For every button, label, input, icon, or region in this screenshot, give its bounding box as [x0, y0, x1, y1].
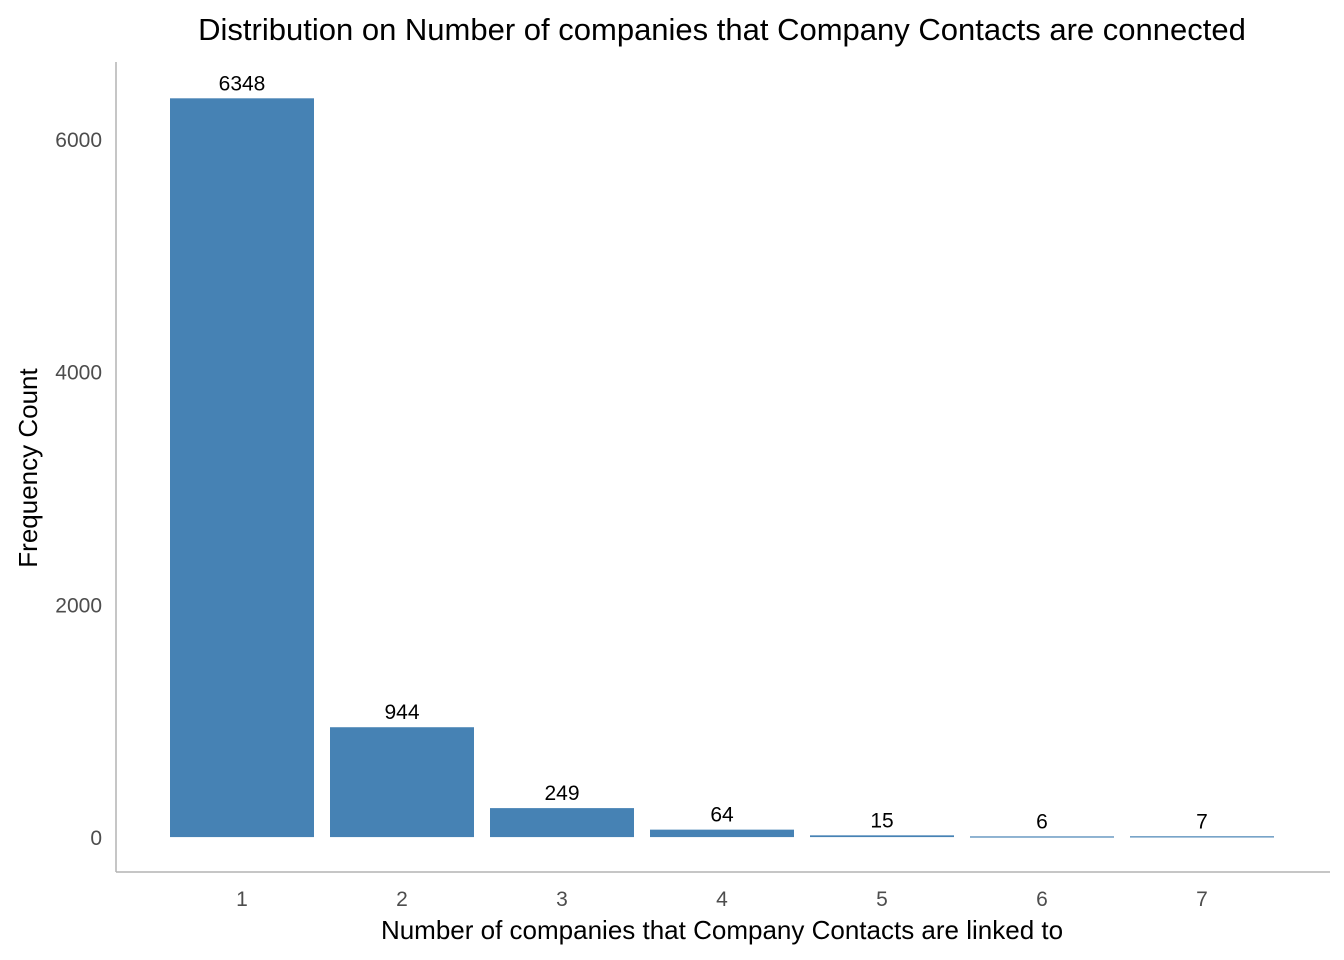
data-labels-group: 6348 944 249 64 15 6 7: [219, 72, 1208, 833]
y-axis-ticks: 0 2000 4000 6000: [55, 129, 102, 850]
x-axis-title: Number of companies that Company Contact…: [381, 915, 1063, 945]
bar-data-label: 6: [1036, 810, 1048, 833]
x-tick-label: 7: [1196, 888, 1208, 911]
bar-data-label: 15: [870, 809, 893, 832]
y-axis-title: Frequency Count: [13, 368, 43, 568]
bar: [970, 836, 1114, 838]
bar-data-label: 249: [544, 782, 579, 805]
x-tick-label: 4: [716, 888, 728, 911]
chart-title: Distribution on Number of companies that…: [198, 12, 1246, 47]
x-tick-label: 6: [1036, 888, 1048, 911]
x-tick-label: 1: [236, 888, 248, 911]
y-tick-label: 2000: [55, 594, 102, 617]
bar: [650, 829, 794, 838]
bar-data-label: 64: [710, 804, 734, 827]
bar: [810, 835, 954, 838]
bar: [330, 727, 474, 838]
x-axis-ticks: 1 2 3 4 5 6 7: [236, 888, 1208, 911]
bars-group: [170, 98, 1274, 838]
bar-data-label: 6348: [219, 72, 266, 95]
bar-data-label: 7: [1196, 810, 1208, 833]
y-tick-label: 0: [90, 827, 102, 850]
bar-data-label: 944: [384, 701, 419, 724]
x-tick-label: 3: [556, 888, 568, 911]
y-tick-label: 6000: [55, 129, 102, 152]
x-tick-label: 2: [396, 888, 408, 911]
y-tick-label: 4000: [55, 362, 102, 385]
x-tick-label: 5: [876, 888, 888, 911]
bar: [490, 808, 634, 838]
bar: [170, 98, 314, 838]
bar: [1130, 836, 1274, 838]
